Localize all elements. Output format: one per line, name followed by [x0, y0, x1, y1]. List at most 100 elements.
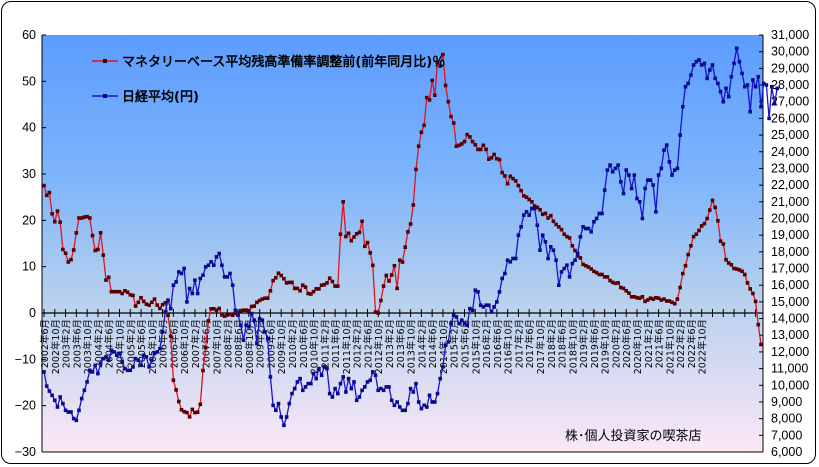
data-point-marker — [753, 299, 758, 304]
data-point-marker — [338, 381, 343, 386]
data-point-marker — [710, 63, 715, 67]
data-point-marker — [268, 375, 273, 379]
data-point-marker — [117, 351, 122, 356]
data-point-marker — [522, 194, 526, 198]
data-point-marker — [217, 306, 221, 311]
data-point-marker — [198, 276, 203, 281]
data-point-marker — [144, 355, 149, 359]
data-point-marker — [193, 278, 197, 282]
data-point-marker — [354, 232, 359, 236]
data-point-marker — [729, 263, 734, 267]
data-point-marker — [290, 280, 294, 285]
data-point-marker — [317, 287, 321, 291]
data-point-marker — [465, 132, 469, 137]
data-point-marker — [88, 216, 92, 220]
right-tick-label: 23,000 — [771, 161, 809, 175]
x-tick-label: 2012年10月 — [373, 319, 385, 374]
data-point-marker — [241, 308, 246, 312]
data-point-marker — [689, 244, 693, 248]
data-point-marker — [360, 219, 364, 224]
data-point-marker — [710, 198, 715, 203]
data-point-marker — [745, 83, 750, 87]
data-point-marker — [610, 280, 615, 285]
data-point-marker — [449, 114, 453, 119]
x-tick-label: 2006年6月 — [168, 319, 180, 368]
data-point-marker — [69, 257, 73, 262]
data-point-marker — [554, 258, 558, 262]
data-point-marker — [705, 216, 709, 221]
data-point-marker — [79, 216, 84, 220]
data-point-marker — [389, 398, 394, 403]
data-point-marker — [230, 283, 235, 287]
right-tick-label: 30,000 — [771, 45, 809, 59]
x-tick-label: 2019年10月 — [600, 319, 612, 374]
blue-marker-icon — [103, 94, 107, 98]
x-tick-label: 2022年2月 — [675, 319, 687, 368]
data-point-marker — [621, 191, 626, 196]
data-point-marker — [244, 308, 248, 312]
data-point-marker — [454, 144, 459, 148]
x-tick-label: 2003年2月 — [61, 319, 73, 368]
data-point-marker — [594, 270, 599, 275]
data-point-marker — [734, 267, 739, 271]
legend-item-monetary-base: マネタリーベース平均残高準備率調整前(前年同月比)％ — [92, 54, 445, 70]
data-point-marker — [667, 299, 672, 303]
data-point-marker — [648, 178, 653, 182]
data-point-marker — [694, 59, 699, 64]
data-point-marker — [551, 248, 556, 252]
data-point-marker — [160, 330, 165, 334]
data-point-marker — [319, 373, 324, 378]
data-point-marker — [670, 173, 674, 177]
data-point-marker — [128, 293, 133, 297]
x-tick-label: 2021年2月 — [643, 319, 655, 368]
data-point-marker — [559, 227, 564, 232]
data-point-marker — [395, 400, 399, 404]
data-point-marker — [225, 275, 230, 279]
data-point-marker — [589, 230, 593, 234]
data-point-marker — [759, 104, 763, 109]
data-point-marker — [743, 84, 747, 89]
data-point-marker — [325, 281, 329, 285]
legend-item-nikkei: 日経平均(円) — [92, 89, 199, 105]
data-point-marker — [61, 401, 65, 406]
data-point-marker — [708, 208, 712, 212]
data-point-marker — [209, 307, 213, 311]
data-point-marker — [481, 305, 486, 309]
data-point-marker — [171, 378, 176, 382]
data-point-marker — [716, 81, 720, 86]
data-point-marker — [363, 385, 367, 389]
data-point-marker — [756, 74, 761, 79]
x-tick-label: 2014年2月 — [416, 319, 428, 368]
data-point-marker — [139, 295, 143, 300]
x-tick-label: 2003年10月 — [82, 319, 94, 374]
x-tick-label: 2020年10月 — [632, 319, 644, 374]
data-point-marker — [387, 385, 391, 389]
data-point-marker — [379, 386, 383, 391]
x-tick-label: 2018年10月 — [567, 319, 579, 374]
data-point-marker — [201, 368, 205, 373]
data-point-marker — [516, 183, 521, 188]
data-point-marker — [93, 248, 97, 253]
data-point-marker — [524, 195, 529, 199]
x-tick-label: 2016年10月 — [503, 319, 515, 374]
data-point-marker — [333, 284, 337, 288]
right-tick-label: 8,000 — [771, 412, 802, 426]
data-point-marker — [106, 275, 111, 280]
data-point-marker — [109, 289, 114, 294]
data-point-marker — [168, 334, 173, 338]
data-point-marker — [236, 313, 240, 317]
data-point-marker — [336, 284, 340, 288]
data-point-marker — [147, 303, 151, 307]
x-tick-label: 2015年6月 — [459, 319, 471, 368]
data-point-marker — [90, 370, 95, 374]
data-point-marker — [344, 390, 348, 394]
data-point-marker — [77, 408, 81, 413]
data-point-marker — [422, 123, 426, 128]
data-point-marker — [511, 256, 515, 261]
data-point-marker — [179, 408, 184, 412]
x-tick-label: 2017年2月 — [513, 319, 525, 368]
data-point-marker — [602, 275, 607, 279]
data-point-marker — [500, 170, 504, 175]
data-point-marker — [543, 211, 548, 216]
data-point-marker — [408, 386, 413, 391]
